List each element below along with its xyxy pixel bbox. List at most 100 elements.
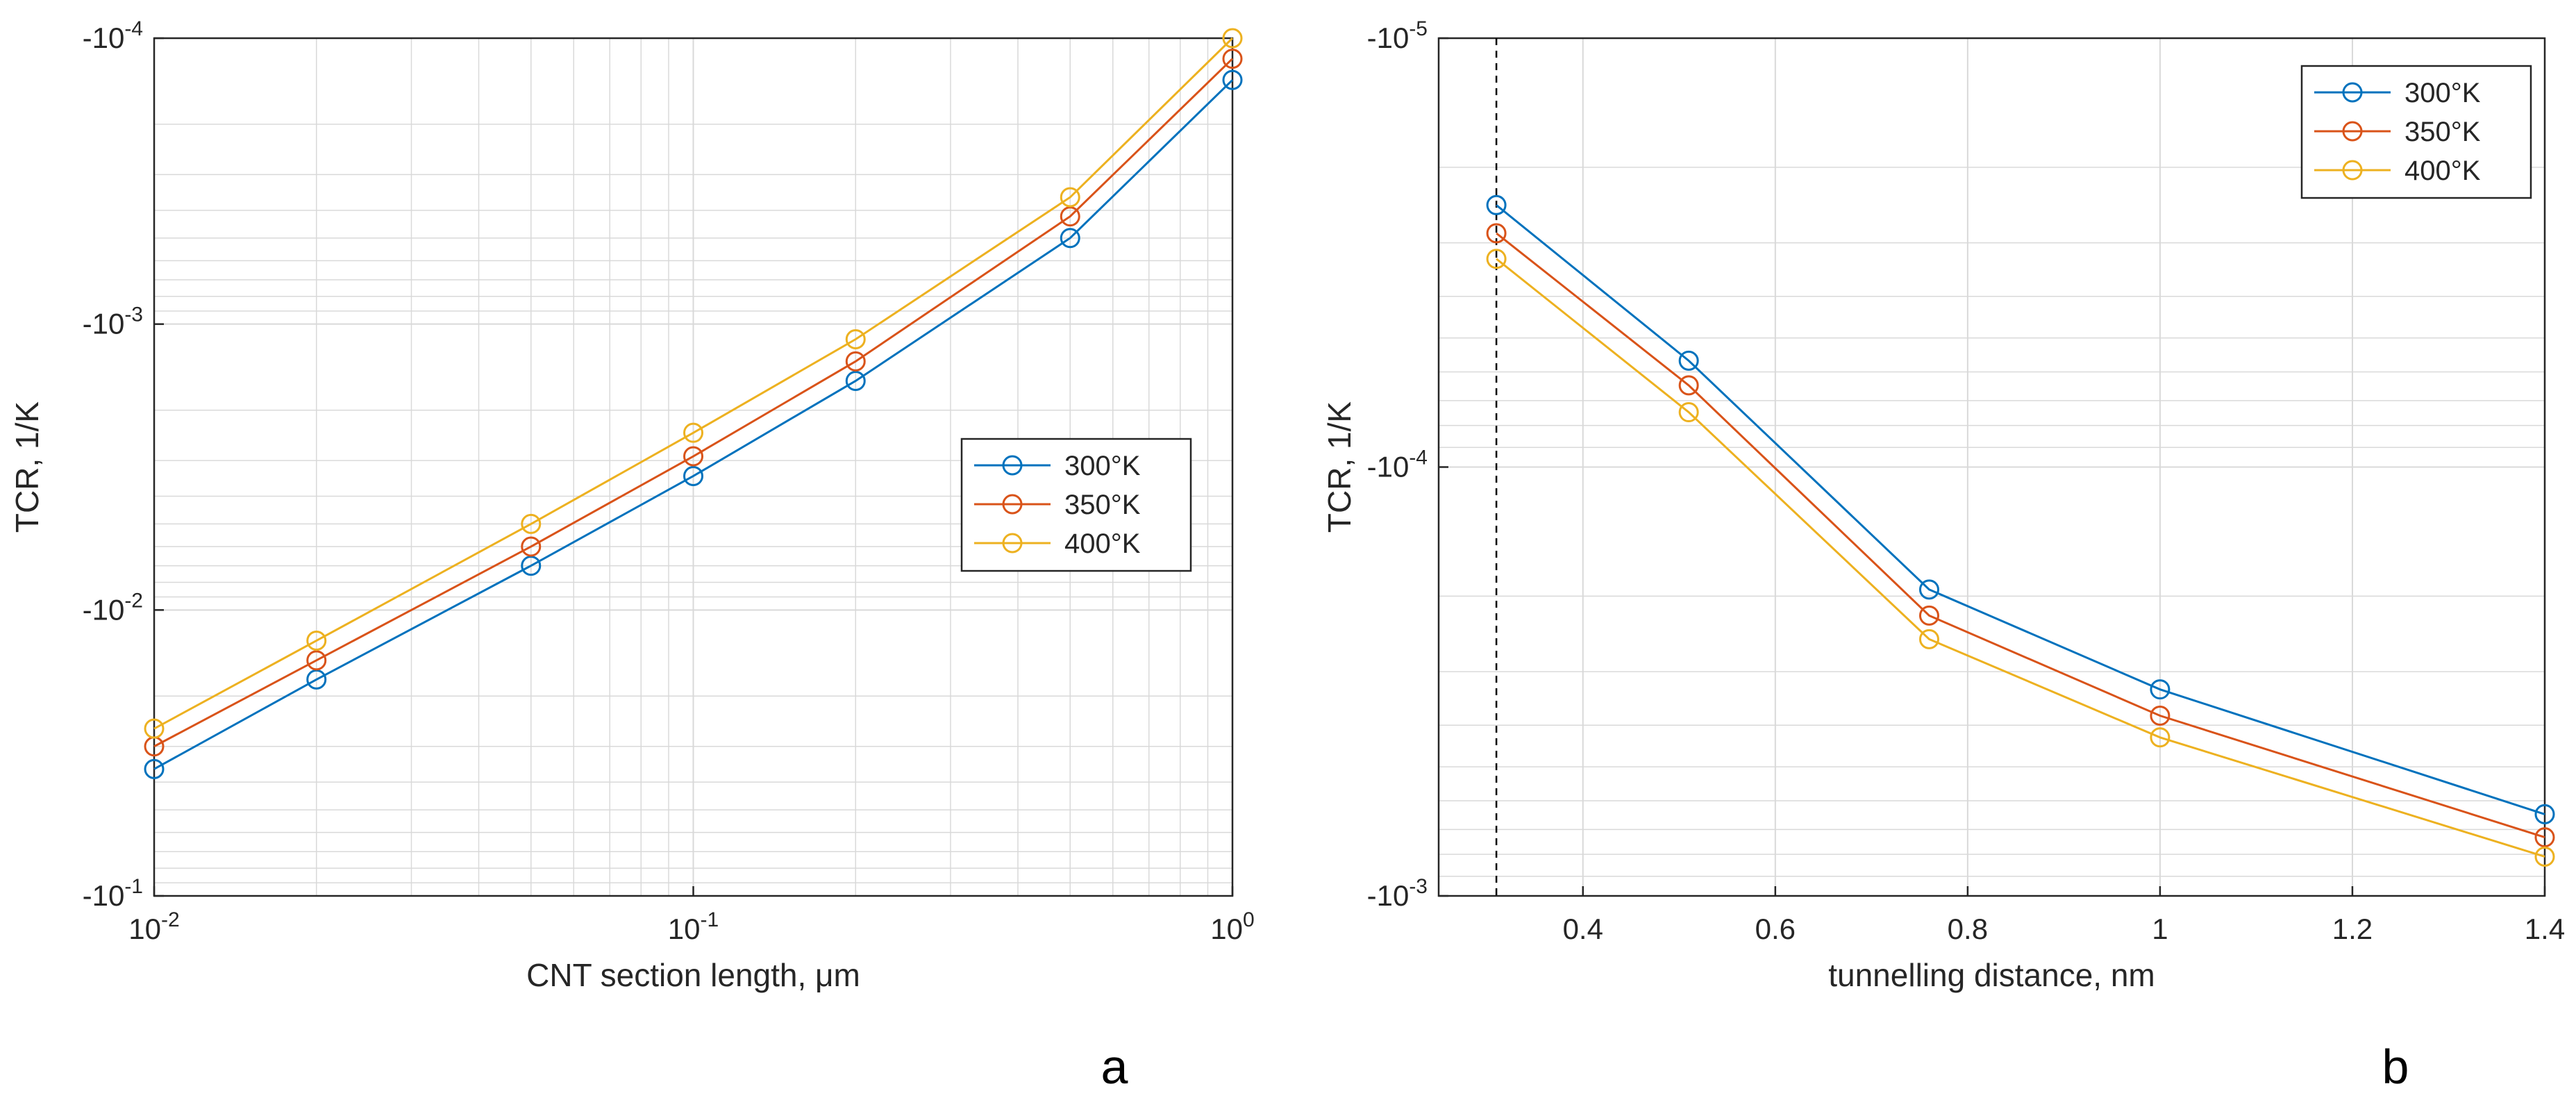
series-line <box>1496 204 2545 815</box>
y-tick-label: -10-3 <box>83 303 143 340</box>
series-350°K <box>144 49 1243 757</box>
data-point <box>845 370 866 391</box>
data-point <box>1486 249 1507 269</box>
data-point <box>306 630 327 651</box>
x-tick-label-base: 10 <box>128 913 161 945</box>
data-point <box>683 446 703 467</box>
legend-entry: 400°K <box>2314 156 2481 186</box>
data-point <box>2150 706 2171 726</box>
series-line <box>153 37 1234 730</box>
series-300°K <box>144 69 1243 779</box>
y-tick-label-exp: -5 <box>1409 17 1428 40</box>
y-tick-label-base: -10 <box>1367 22 1410 54</box>
data-point <box>845 329 866 350</box>
data-point <box>1060 228 1080 249</box>
x-tick-label: 0.4 <box>1563 913 1603 945</box>
y-axis-label: TCR, 1/K <box>9 401 45 533</box>
y-tick-label-exp: -4 <box>124 17 143 40</box>
data-point <box>521 513 542 534</box>
y-tick-label-exp: -2 <box>124 589 143 612</box>
legend-marker <box>1002 533 1023 554</box>
x-tick-label: 0.6 <box>1755 913 1796 945</box>
data-point <box>2150 679 2171 700</box>
y-tick-label-exp: -3 <box>124 303 143 326</box>
x-tick-label: 0.8 <box>1948 913 1988 945</box>
legend-entry: 300°K <box>974 451 1141 481</box>
legend-label: 350°K <box>2404 117 2481 147</box>
legend-marker <box>2342 82 2363 103</box>
legend-marker <box>1002 494 1023 515</box>
legend-entry: 350°K <box>2314 117 2481 147</box>
data-point <box>306 669 327 690</box>
y-tick-label: -10-5 <box>1367 17 1428 54</box>
x-tick-label-base: 10 <box>1210 913 1243 945</box>
data-point <box>1060 187 1080 208</box>
series-line <box>1496 232 2545 839</box>
legend-label: 300°K <box>2404 78 2481 108</box>
x-tick-label-exp: -1 <box>701 908 719 931</box>
x-tick-label: 1.4 <box>2525 913 2565 945</box>
data-point <box>1678 402 1699 423</box>
y-tick-label-base: -10 <box>83 22 125 54</box>
y-tick-label: -10-4 <box>83 17 143 54</box>
series-line <box>1496 258 2545 858</box>
y-tick-label-base: -10 <box>83 879 125 912</box>
data-point <box>683 465 703 486</box>
x-tick-label-exp: 0 <box>1243 908 1255 931</box>
data-point <box>1060 206 1080 227</box>
ticks: -10-5-10-4-10-30.4 0.6 0.8 1 1.2 1.4 <box>1367 17 2566 945</box>
data-point <box>1678 350 1699 371</box>
legend-label: 400°K <box>2404 156 2481 186</box>
data-point <box>144 758 165 779</box>
y-tick-label: -10-4 <box>1367 447 1428 483</box>
legend-marker <box>1002 455 1023 476</box>
series-350°K <box>1486 223 2555 848</box>
y-tick-label: -10-2 <box>83 589 143 626</box>
series-line <box>153 79 1234 770</box>
legend-label: 350°K <box>1064 490 1141 520</box>
legend-marker <box>2342 121 2363 142</box>
y-tick-label-exp: -4 <box>1409 447 1428 469</box>
y-axis-label: TCR, 1/K <box>1321 401 1357 533</box>
data-point <box>1486 223 1507 244</box>
ticks: -10-4-10-3-10-2-10-110-2 10-1 100 <box>83 17 1255 945</box>
data-point <box>845 351 866 372</box>
y-tick-label-base: -10 <box>83 593 125 626</box>
y-tick-label-base: -10 <box>83 308 125 340</box>
data-point <box>1918 605 1939 626</box>
legend-marker <box>2342 160 2363 181</box>
data-point <box>521 556 542 576</box>
legend-entry: 400°K <box>974 529 1141 559</box>
y-tick-label-exp: -1 <box>124 875 143 898</box>
panel-letter-a: a <box>1101 1040 1128 1094</box>
y-tick-label-base: -10 <box>1367 451 1410 483</box>
y-tick-label-exp: -3 <box>1409 875 1428 898</box>
data-point <box>1918 579 1939 600</box>
legend-entry: 300°K <box>2314 78 2481 108</box>
data-point <box>2150 727 2171 748</box>
panel-b-chart: -10-5-10-4-10-30.4 0.6 0.8 1 1.2 1.4tunnellin… <box>1321 17 2565 993</box>
data-point <box>1222 49 1243 69</box>
data-point <box>2534 827 2555 848</box>
x-tick-label: 10-1 <box>668 908 719 945</box>
x-tick-label: 10-2 <box>128 908 179 945</box>
data-point <box>1222 69 1243 90</box>
data-point <box>144 718 165 739</box>
series-400°K <box>1486 249 2555 867</box>
legend-label: 400°K <box>1064 529 1141 559</box>
x-tick-label: 100 <box>1210 908 1254 945</box>
data-point <box>306 650 327 671</box>
legend: 300°K 350°K 400°K <box>2300 65 2532 199</box>
x-tick-label: 1 <box>2152 913 2168 945</box>
legend-label: 300°K <box>1064 451 1141 481</box>
y-tick-label: -10-3 <box>1367 875 1428 912</box>
legend-entry: 350°K <box>974 490 1141 520</box>
panel-letter-b: b <box>2382 1040 2409 1094</box>
data-point <box>683 422 703 443</box>
x-tick-label-exp: -2 <box>161 908 180 931</box>
data-point <box>2534 804 2555 824</box>
series-400°K <box>144 28 1243 739</box>
data-point <box>2534 846 2555 867</box>
